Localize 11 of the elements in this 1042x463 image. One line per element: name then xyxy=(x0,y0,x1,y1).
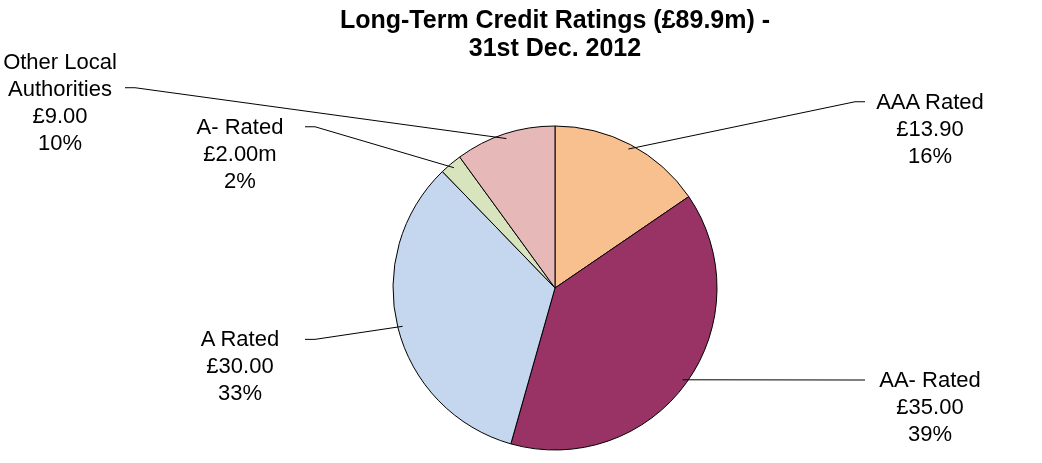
data-label: £30.00 33% xyxy=(206,353,274,406)
slice-label: A Rated xyxy=(200,326,280,352)
slice-label: AA- Rated xyxy=(879,367,981,392)
slice-label: Other Local Authorities xyxy=(3,48,117,101)
data-label: £2.00m 2% xyxy=(203,140,277,193)
chart-title: Long-Term Credit Ratings (£89.9m) - 31st Dec. 2012 xyxy=(339,5,771,61)
slice-label: AAA Rated xyxy=(876,88,984,114)
data-label: £13.90 16% xyxy=(896,115,964,168)
data-label: £35.00 39% xyxy=(896,394,964,446)
data-label: £9.00 10% xyxy=(32,102,88,155)
slice-label: A- Rated xyxy=(196,113,284,139)
